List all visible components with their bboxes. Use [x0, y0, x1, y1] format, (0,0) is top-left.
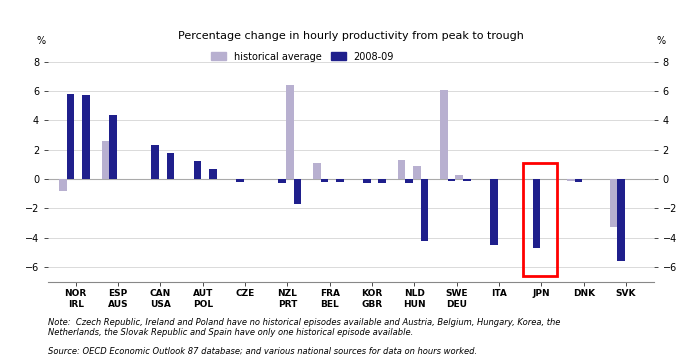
Bar — [321, 179, 328, 182]
Bar — [82, 95, 89, 179]
Bar — [440, 90, 448, 179]
Bar — [567, 179, 575, 181]
Bar — [194, 161, 202, 179]
Text: Note:  Czech Republic, Ireland and Poland have no historical episodes available : Note: Czech Republic, Ireland and Poland… — [48, 318, 561, 337]
Bar — [363, 179, 371, 183]
Bar — [455, 174, 463, 179]
Bar — [378, 179, 386, 183]
Bar — [413, 166, 421, 179]
Text: %: % — [656, 36, 666, 46]
Title: Percentage change in hourly productivity from peak to trough: Percentage change in hourly productivity… — [178, 31, 524, 40]
Text: %: % — [36, 36, 45, 46]
Bar — [102, 141, 109, 179]
Bar — [313, 163, 321, 179]
Bar — [490, 179, 498, 245]
Bar — [405, 179, 413, 183]
Bar — [59, 179, 67, 191]
Bar — [209, 169, 217, 179]
Legend: historical average, 2008-09: historical average, 2008-09 — [211, 52, 394, 62]
Bar — [421, 179, 429, 240]
Bar — [109, 115, 117, 179]
Bar — [533, 179, 540, 248]
Bar — [151, 145, 159, 179]
Bar — [294, 179, 301, 204]
Bar — [67, 94, 74, 179]
Bar — [336, 179, 344, 182]
Bar — [448, 179, 455, 181]
Text: Source: OECD Economic Outlook 87 database; and various national sources for data: Source: OECD Economic Outlook 87 databas… — [48, 347, 477, 356]
Bar — [610, 179, 617, 227]
Bar — [279, 179, 286, 183]
Bar — [463, 179, 471, 181]
Bar — [523, 163, 557, 276]
Bar — [575, 179, 583, 182]
Bar — [166, 153, 174, 179]
Bar — [617, 179, 625, 261]
Bar — [398, 160, 405, 179]
Bar — [236, 179, 244, 182]
Bar — [286, 85, 294, 179]
